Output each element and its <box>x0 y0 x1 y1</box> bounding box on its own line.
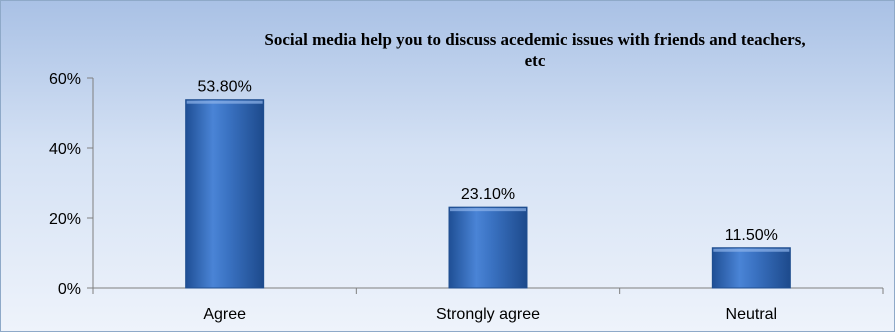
data-label: 11.50% <box>725 227 778 244</box>
bar <box>448 206 528 289</box>
bar-highlight <box>713 248 790 252</box>
bar <box>711 247 791 289</box>
x-category-label: Strongly agree <box>436 306 540 323</box>
chart-title-line-1: Social media help you to discuss acedemi… <box>264 30 805 49</box>
y-tick-label: 60% <box>49 71 81 88</box>
x-category-label: Agree <box>203 306 246 323</box>
bars: 53.80% 23.10% 11.50% <box>185 79 791 289</box>
data-label: 23.10% <box>461 186 515 203</box>
chart-title-line-2: etc <box>525 51 546 70</box>
y-tick-label: 40% <box>49 141 81 158</box>
bar <box>185 99 265 289</box>
y-tick-label: 20% <box>49 211 81 228</box>
data-label: 53.80% <box>198 79 252 96</box>
bar-highlight <box>186 100 263 104</box>
bar-highlight <box>450 208 526 212</box>
x-category-label: Neutral <box>726 306 778 323</box>
y-tick-label: 0% <box>58 281 81 298</box>
